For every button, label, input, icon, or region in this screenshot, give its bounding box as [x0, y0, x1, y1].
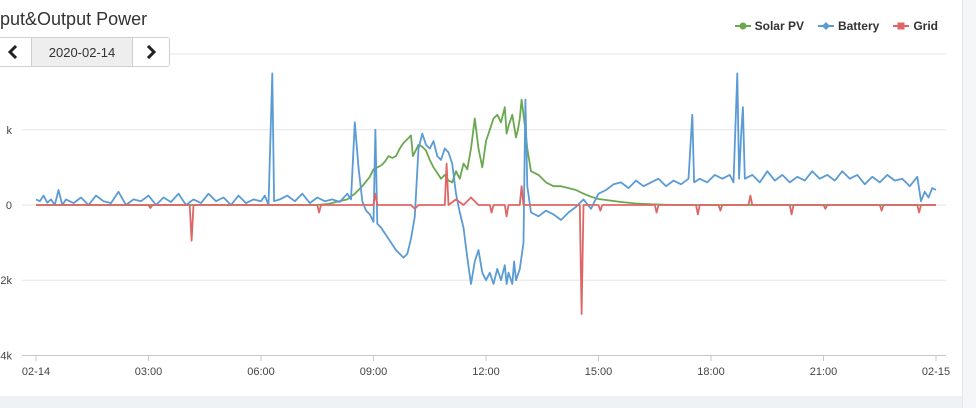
scrollbar-track[interactable] [962, 0, 976, 408]
x-tick-label-0: 02-14 [22, 366, 50, 378]
x-tick-label-5: 15:00 [585, 366, 613, 378]
y-tick-label-0: k [7, 125, 13, 137]
series-line-grid [36, 162, 936, 315]
chart-legend: Solar PV Battery Grid [734, 19, 938, 33]
y-tick-label-1: 0 [6, 200, 12, 212]
legend-grid-line-icon [893, 22, 910, 30]
legend-label-battery: Battery [837, 19, 880, 33]
chevron-right-icon [146, 45, 157, 59]
x-tick-label-6: 18:00 [697, 366, 725, 378]
series-line-battery [35, 72, 937, 285]
power-chart: k 0 2k 4k 02-14 03:00 06:00 09:00 12:00 15:00 18:0… [0, 53, 950, 378]
legend-item-grid[interactable]: Grid [893, 19, 938, 33]
x-tick-label-8: 02-15 [922, 366, 950, 378]
chart-card: k 0 2k 4k 02-14 03:00 06:00 09:00 12:00 15:00 18:0… [0, 0, 962, 396]
next-day-button[interactable] [133, 38, 169, 66]
legend-solar-line-icon [734, 22, 751, 30]
date-display[interactable]: 2020-02-14 [31, 38, 133, 66]
prev-day-button[interactable] [0, 38, 31, 66]
chart-title: nput&Output Power [0, 9, 148, 29]
legend-item-battery[interactable]: Battery [817, 19, 880, 33]
y-tick-label-3: 4k [0, 350, 12, 362]
date-navigator: 2020-02-14 [0, 37, 170, 67]
x-tick-label-2: 06:00 [247, 366, 275, 378]
x-tick-label-7: 21:00 [810, 366, 838, 378]
x-tick-label-1: 03:00 [135, 366, 163, 378]
legend-label-grid: Grid [913, 19, 938, 33]
legend-battery-line-icon [817, 22, 834, 30]
y-tick-label-2: 2k [0, 275, 12, 287]
legend-item-solar-pv[interactable]: Solar PV [734, 19, 804, 33]
legend-label-solar-pv: Solar PV [754, 19, 804, 33]
series-line-solar-pv [36, 98, 936, 206]
x-tick-label-3: 09:00 [360, 366, 388, 378]
chevron-left-icon [7, 45, 18, 59]
x-tick-label-4: 12:00 [472, 366, 500, 378]
